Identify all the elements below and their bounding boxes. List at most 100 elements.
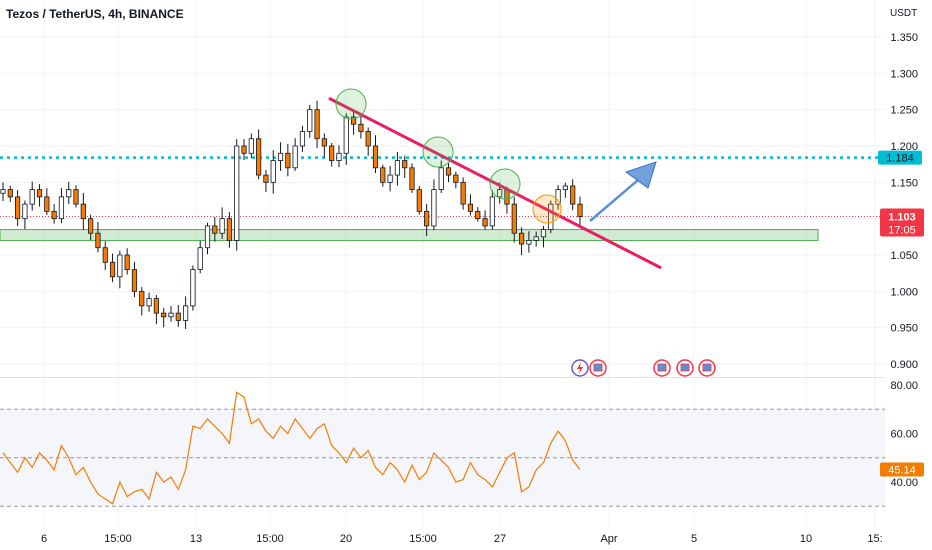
bar-countdown: 17:05 — [888, 224, 916, 236]
candle-body — [380, 167, 386, 183]
candles — [0, 100, 583, 329]
candle-body — [497, 189, 503, 198]
candle — [109, 253, 116, 283]
candle — [424, 203, 430, 237]
candle-body — [15, 196, 21, 220]
rsi-value: 45.14 — [888, 465, 916, 477]
candle-body — [175, 312, 181, 321]
time-tick-label: 10 — [800, 533, 812, 545]
candle — [555, 185, 561, 210]
candle-body — [548, 203, 554, 230]
candle-body — [570, 185, 576, 205]
touch-circle — [335, 88, 367, 120]
candle — [263, 169, 269, 192]
candle — [80, 193, 86, 231]
candle-body — [475, 210, 481, 220]
candle — [88, 214, 94, 240]
breakout-circle — [532, 194, 562, 224]
candle-body — [241, 145, 247, 154]
candle-body — [409, 167, 415, 191]
candle — [168, 306, 174, 322]
candle-body — [234, 145, 240, 241]
candle — [380, 164, 386, 187]
candle-body — [73, 189, 79, 205]
candle — [453, 171, 459, 189]
time-axis: 6 15:00 13 15:00 20 15:00 27 Apr 5 10 15: — [41, 533, 883, 545]
candle-body — [394, 160, 401, 176]
candle-body — [365, 131, 371, 147]
candle — [131, 261, 138, 298]
candle-body — [511, 203, 517, 234]
candle — [190, 265, 196, 311]
candle-body — [153, 298, 159, 314]
last-price-tag — [880, 208, 924, 237]
candle-body — [66, 189, 72, 198]
candle — [51, 204, 57, 224]
candle — [44, 188, 50, 215]
candle-body — [314, 109, 320, 140]
candle-body — [358, 123, 364, 132]
candle-body — [577, 203, 583, 217]
candle-body — [190, 269, 196, 307]
candle — [73, 185, 79, 208]
candle — [467, 194, 474, 216]
candle-body — [336, 152, 342, 161]
candle — [321, 133, 327, 158]
candle — [22, 200, 28, 230]
time-tick-label: 6 — [41, 533, 47, 545]
forecast-arrow-head — [624, 161, 657, 189]
candle-body — [343, 116, 349, 154]
candle-body — [263, 174, 269, 183]
candle-body — [277, 152, 284, 161]
candle-body — [533, 236, 539, 241]
candle-body — [489, 196, 495, 227]
rsi-value-tag — [880, 462, 924, 477]
candle — [102, 241, 108, 270]
candle-body — [109, 261, 116, 278]
candle-body — [131, 269, 138, 292]
candle-body — [182, 305, 189, 321]
candle — [365, 127, 371, 156]
candle-body — [256, 138, 262, 176]
candle-body — [453, 174, 459, 183]
candle — [358, 116, 364, 139]
candle-body — [124, 254, 130, 270]
candle — [197, 240, 203, 274]
candle — [153, 294, 159, 325]
candle — [540, 225, 547, 248]
candle-body — [460, 181, 466, 205]
candle — [15, 190, 21, 226]
candle — [533, 231, 539, 247]
candle — [409, 163, 415, 193]
candle-body — [95, 232, 101, 249]
price-tick-label: 0.900 — [890, 359, 918, 371]
chart-title: Tezos / TetherUS, 4h, BINANCE — [6, 7, 184, 21]
candle — [66, 181, 72, 205]
candle-body — [540, 229, 547, 238]
candle-body — [299, 131, 306, 147]
time-tick-label: 5 — [691, 533, 697, 545]
candle-body — [285, 152, 291, 169]
candle — [292, 138, 298, 171]
price-tick-label: 0.950 — [890, 323, 918, 335]
candle-body — [424, 210, 430, 227]
candle — [431, 179, 437, 231]
candle-body — [212, 225, 218, 234]
candle-body — [467, 203, 474, 212]
candle — [29, 181, 35, 211]
time-tick-label: 15:00 — [409, 533, 437, 545]
candle — [219, 207, 225, 239]
candle — [277, 142, 284, 171]
time-tick-label: 15: — [867, 533, 882, 545]
candle-body — [292, 145, 298, 169]
downtrend-line — [328, 97, 662, 269]
candle — [117, 250, 123, 289]
price-tick-label: 1.150 — [890, 177, 918, 189]
candle — [336, 145, 342, 168]
candle-body — [146, 298, 152, 307]
rsi-tick-label: 60.00 — [890, 429, 918, 441]
touch-circle — [489, 168, 521, 200]
candle — [577, 196, 583, 228]
candle — [343, 113, 349, 165]
